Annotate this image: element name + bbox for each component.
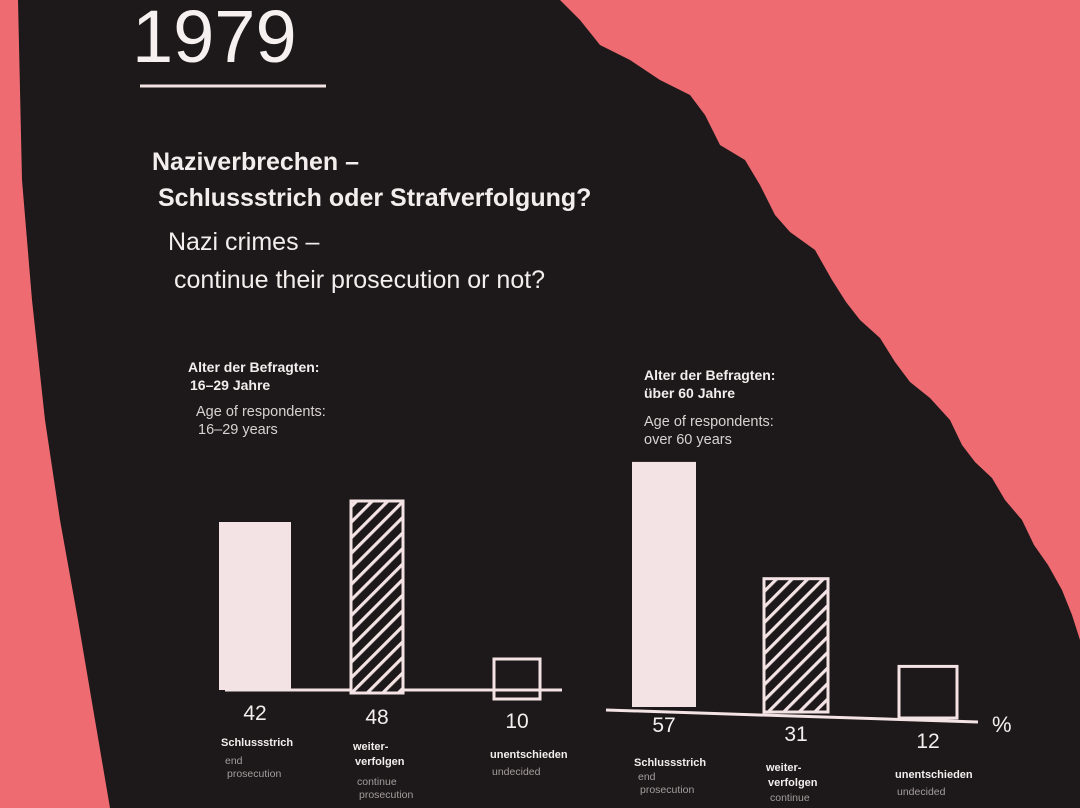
title-english-line-2: continue their prosecution or not? [174,266,545,294]
bar-hatched-2 [762,577,830,714]
bar-category-label-german: weiter- [765,762,802,774]
bar-category-label-german: weiter- [352,741,389,753]
group-label-english-line-2: 16–29 years [198,422,278,438]
group-label-german-line-2: 16–29 Jahre [190,377,270,393]
group-label-german-line-1: Alter der Befragten: [644,367,775,383]
bar-category-label-english: prosecution [227,768,281,780]
year-heading: 1979 [132,0,297,78]
group-label-english-line-1: Age of respondents: [644,414,774,430]
bar-category-label-german: verfolgen [768,777,818,789]
bar-category-label-german: Schlussstrich [634,757,706,769]
percent-unit-label: % [992,712,1012,737]
title-german-line-2: Schlussstrich oder Strafverfolgung? [158,184,591,212]
bar-category-label-english: continue [770,792,810,804]
bar-category-label-english: undecided [492,766,541,778]
bar-value-label: 57 [652,714,675,737]
bar-category-label-english: prosecution [640,784,694,796]
bar-value-label: 42 [243,702,266,725]
group-label-german-line-2: über 60 Jahre [644,385,735,401]
bar-category-label-english: end [225,755,243,767]
chart-age-16-29: Alter der Befragten: 16–29 Jahre Age of … [188,359,568,801]
title-german-line-1: Naziverbrechen – [152,148,359,176]
title-english-line-1: Nazi crimes – [168,228,320,256]
bar-value-label: 31 [784,723,807,746]
bar-solid-1 [219,522,291,690]
chart-baseline [605,708,979,724]
bar-solid-1 [632,461,696,707]
bar-category-label-english: continue [357,776,397,788]
bar-category-label-german: unentschieden [490,749,568,761]
chart-age-over-60: Alter der Befragten: über 60 Jahre Age o… [605,367,1012,804]
group-label-english-line-1: Age of respondents: [196,404,326,420]
bar-value-label: 48 [365,706,388,729]
group-label-english-line-2: over 60 years [644,432,732,448]
bar-hatched-2 [349,499,405,695]
bar-outline-3 [897,664,959,720]
bar-category-label-german: Schlussstrich [221,737,293,749]
bar-category-label-german: unentschieden [895,769,973,781]
bar-value-label: 10 [505,710,528,733]
bar-outline-3 [492,657,542,701]
bar-value-label: 12 [916,730,939,753]
bar-category-label-english: end [638,771,656,783]
group-label-german-line-1: Alter der Befragten: [188,359,319,375]
bar-category-label-english: prosecution [359,789,413,801]
bar-category-label-english: undecided [897,786,946,798]
bar-category-label-german: verfolgen [355,756,405,768]
